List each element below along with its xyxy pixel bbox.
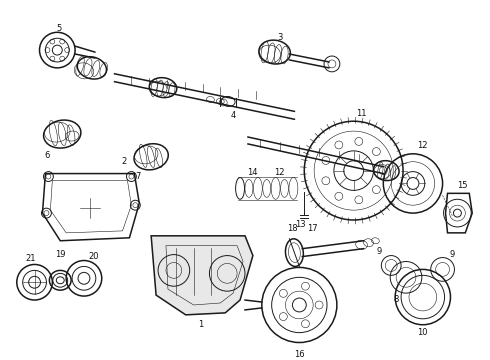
Text: 8: 8 [393,294,399,303]
Text: 15: 15 [457,181,467,190]
Text: 20: 20 [89,252,99,261]
Text: 9: 9 [377,247,382,256]
Text: 3: 3 [277,33,282,42]
Text: 17: 17 [307,224,318,233]
Text: 2: 2 [122,157,127,166]
Text: 12: 12 [417,141,428,150]
Text: 10: 10 [417,328,428,337]
Text: 11: 11 [356,109,367,118]
Text: 6: 6 [45,151,50,160]
Polygon shape [151,236,253,315]
Text: 12: 12 [274,168,285,177]
Text: 9: 9 [450,250,455,259]
Text: 21: 21 [25,254,36,263]
Text: 18: 18 [287,224,298,233]
Text: 16: 16 [294,350,305,359]
Text: 7: 7 [136,172,141,181]
Text: 1: 1 [198,320,203,329]
Text: 13: 13 [295,220,306,229]
Text: 5: 5 [57,24,62,33]
Text: 4: 4 [230,111,236,120]
Text: 19: 19 [55,250,66,259]
Text: 14: 14 [246,168,257,177]
